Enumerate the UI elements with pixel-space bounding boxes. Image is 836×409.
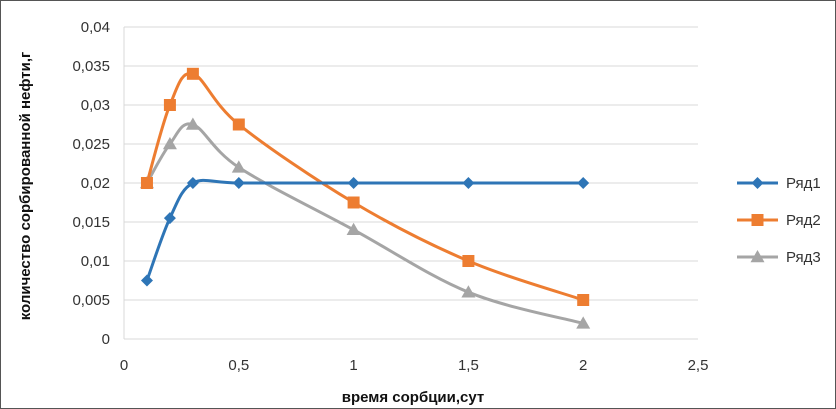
tick-labels: 0 0,005 0,01 0,015 0,02 0,025 0,03 0,035 0,04 0 0,… [72,19,708,374]
legend: Ряд1 Ряд2 Ряд3 [737,175,821,266]
y-tick-label: 0,015 [72,214,110,231]
legend-item-3: Ряд3 [737,249,821,266]
data-point-series-2 [577,294,590,306]
legend-label: Ряд1 [786,175,821,192]
legend-marker [751,177,764,189]
data-point-series-1 [163,212,176,225]
legend-label: Ряд3 [786,249,821,266]
y-tick-label: 0,035 [72,58,110,75]
data-point-series-1 [232,177,245,189]
x-tick-label: 0 [120,357,128,374]
y-tick-label: 0,03 [81,97,110,114]
x-tick-label: 0,5 [228,357,249,374]
legend-marker [750,250,765,263]
x-tick-label: 1,5 [458,357,479,374]
data-point-series-3 [461,285,476,298]
data-markers [139,67,591,329]
y-tick-label: 0,01 [81,253,110,270]
legend-label: Ряд2 [786,212,821,229]
y-tick-label: 0,025 [72,136,110,153]
data-point-series-3 [185,117,200,130]
data-point-series-3 [576,316,591,329]
data-point-series-2 [462,255,475,267]
y-tick-label: 0,005 [72,292,110,309]
axes [123,27,698,340]
data-point-series-2 [232,118,245,131]
y-tick-label: 0,02 [81,175,110,192]
data-point-series-2 [186,67,199,80]
data-point-series-1 [462,177,475,189]
data-point-series-1 [186,177,199,189]
data-point-series-3 [162,137,177,150]
x-tick-label: 2 [579,357,587,374]
data-point-series-2 [140,177,153,189]
data-point-series-3 [231,160,246,173]
data-point-series-2 [347,196,360,209]
x-tick-label: 1 [349,357,357,374]
data-point-series-2 [163,99,176,111]
data-point-series-1 [140,274,153,287]
data-point-series-3 [346,222,361,236]
legend-item-2: Ряд2 [737,212,821,229]
legend-item-1: Ряд1 [737,175,821,192]
data-point-series-1 [347,177,360,189]
y-tick-label: 0,04 [81,19,110,36]
legend-marker [751,214,764,226]
y-axis-title: количество сорбированной нефти,г [17,52,34,321]
x-tick-label: 2,5 [688,357,709,374]
data-point-series-1 [577,177,590,189]
y-tick-label: 0 [102,331,110,348]
x-axis-title: время сорбции,сут [342,389,485,406]
